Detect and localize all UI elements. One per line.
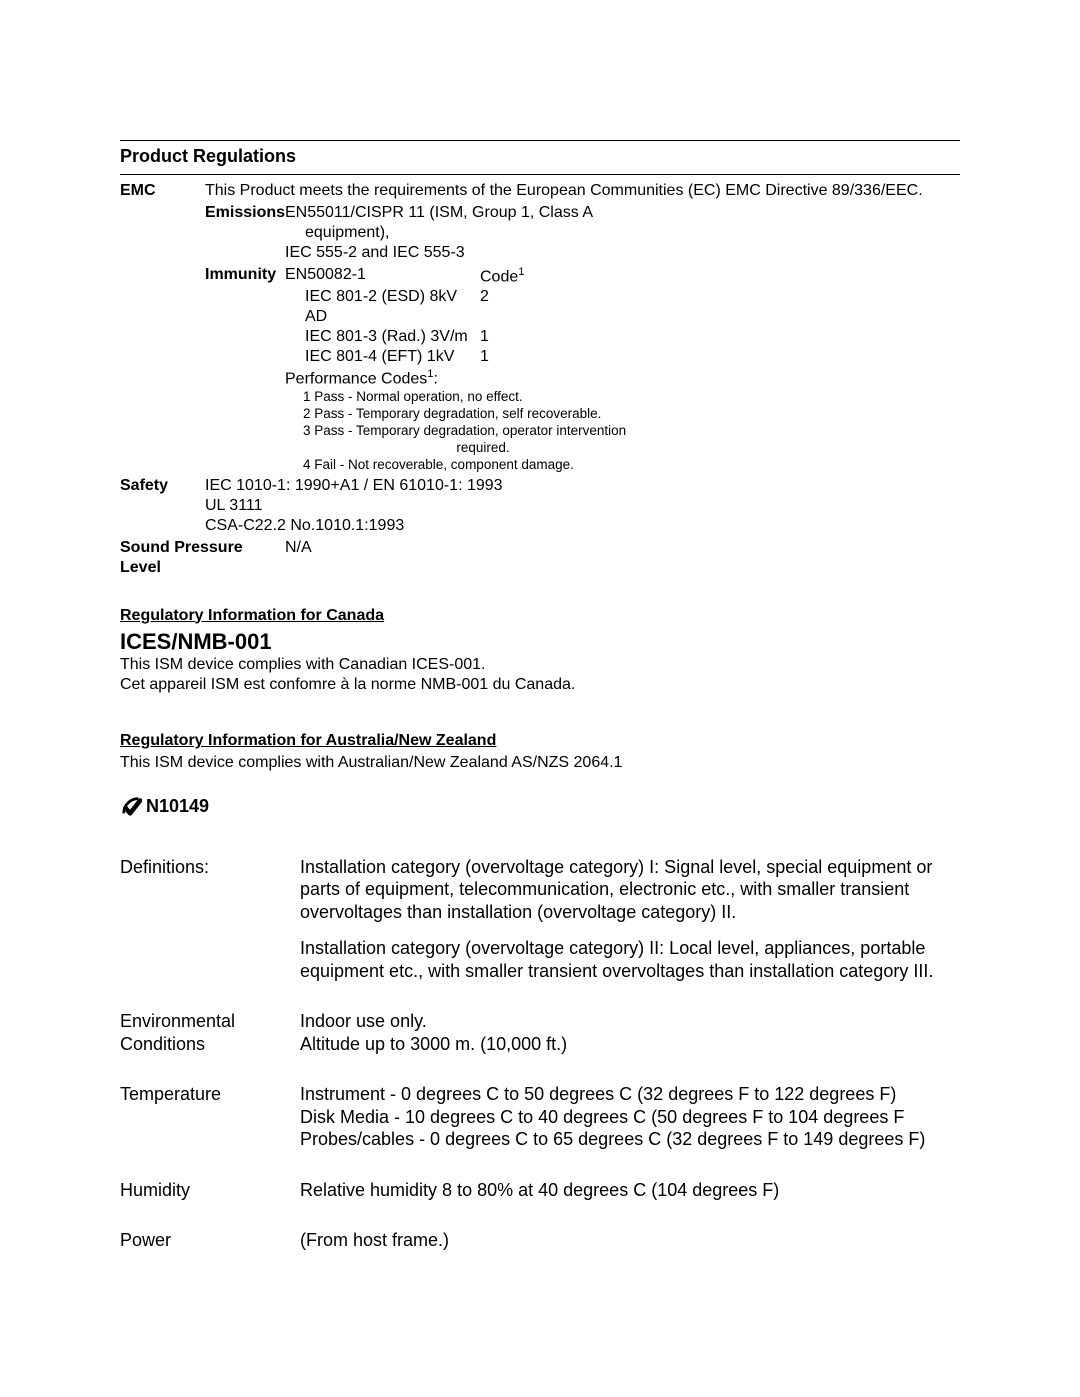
humidity-value: Relative humidity 8 to 80% at 40 degrees… — [300, 1179, 960, 1202]
perf-note: 3 Pass - Temporary degradation, operator… — [303, 423, 663, 440]
immunity-code: 2 — [480, 287, 540, 327]
safety-body: IEC 1010-1: 1990+A1 / EN 61010-1: 1993 U… — [205, 476, 960, 536]
anz-line: This ISM device complies with Australian… — [120, 753, 960, 773]
immunity-code: 1 — [480, 347, 540, 367]
temperature-value: Instrument - 0 degrees C to 50 degrees C… — [300, 1083, 960, 1151]
safety-line: IEC 1010-1: 1990+A1 / EN 61010-1: 1993 — [205, 476, 960, 496]
temperature-row: Temperature Instrument - 0 degrees C to … — [120, 1083, 960, 1151]
immunity-item: IEC 801-2 (ESD) 8kV AD — [285, 287, 480, 327]
power-row: Power (From host frame.) — [120, 1229, 960, 1252]
canada-heading: Regulatory Information for Canada — [120, 606, 960, 626]
perf-note: 1 Pass - Normal operation, no effect. — [303, 389, 663, 406]
environmental-value: Indoor use only. Altitude up to 3000 m. … — [300, 1010, 960, 1055]
immunity-item: IEC 801-3 (Rad.) 3V/m — [285, 327, 480, 347]
emissions-line: EN55011/CISPR 11 (ISM, Group 1, Class A — [285, 203, 960, 223]
performance-notes: 1 Pass - Normal operation, no effect. 2 … — [285, 389, 663, 473]
definitions-value: Installation category (overvoltage categ… — [300, 856, 960, 983]
temp-line: Disk Media - 10 degrees C to 40 degrees … — [300, 1106, 960, 1129]
product-regulations-title: Product Regulations — [120, 145, 960, 168]
perf-note: required. — [303, 440, 663, 457]
emissions-line: IEC 555-2 and IEC 555-3 — [285, 243, 960, 263]
power-value: (From host frame.) — [300, 1229, 960, 1252]
definitions-p2: Installation category (overvoltage categ… — [300, 937, 960, 982]
immunity-item: IEC 801-4 (EFT) 1kV — [285, 347, 480, 367]
immunity-table: EN50082-1 Code1 IEC 801-2 (ESD) 8kV AD 2… — [285, 265, 960, 367]
spec-table: Definitions: Installation category (over… — [120, 856, 960, 1252]
immunity-std: EN50082-1 — [285, 265, 480, 287]
performance-codes-label: Performance Codes1: — [285, 367, 960, 389]
env-line: Altitude up to 3000 m. (10,000 ft.) — [300, 1033, 960, 1056]
immunity-code-header: Code1 — [480, 265, 540, 287]
divider — [120, 174, 960, 175]
definitions-row: Definitions: Installation category (over… — [120, 856, 960, 983]
environmental-label: Environmental Conditions — [120, 1010, 300, 1055]
definitions-label: Definitions: — [120, 856, 300, 983]
sound-pressure-row: Sound Pressure Level N/A — [120, 538, 960, 578]
sound-pressure-label: Sound Pressure Level — [120, 538, 285, 578]
immunity-code: 1 — [480, 327, 540, 347]
emc-row: EMC This Product meets the requirements … — [120, 181, 960, 201]
divider — [120, 140, 960, 141]
immunity-row: Immunity EN50082-1 Code1 IEC 801-2 (ESD)… — [120, 265, 960, 474]
power-label: Power — [120, 1229, 300, 1252]
immunity-label: Immunity — [205, 265, 285, 285]
ctick-row: N10149 — [120, 795, 960, 818]
anz-heading: Regulatory Information for Australia/New… — [120, 731, 960, 751]
temperature-label: Temperature — [120, 1083, 300, 1151]
humidity-label: Humidity — [120, 1179, 300, 1202]
safety-line: UL 3111 — [205, 496, 960, 516]
environmental-row: Environmental Conditions Indoor use only… — [120, 1010, 960, 1055]
ctick-icon — [120, 795, 142, 817]
emissions-label: Emissions — [205, 203, 285, 223]
safety-row: Safety IEC 1010-1: 1990+A1 / EN 61010-1:… — [120, 476, 960, 536]
canada-line: This ISM device complies with Canadian I… — [120, 655, 960, 675]
emissions-text: EN55011/CISPR 11 (ISM, Group 1, Class A … — [285, 203, 960, 263]
immunity-body: EN50082-1 Code1 IEC 801-2 (ESD) 8kV AD 2… — [285, 265, 960, 474]
perf-note: 2 Pass - Temporary degradation, self rec… — [303, 406, 663, 423]
safety-label: Safety — [120, 476, 205, 496]
definitions-p1: Installation category (overvoltage categ… — [300, 856, 960, 924]
page-content: Product Regulations EMC This Product mee… — [0, 0, 1080, 1352]
ctick-number: N10149 — [146, 795, 209, 818]
perf-note: 4 Fail - Not recoverable, component dama… — [303, 457, 663, 474]
emc-label: EMC — [120, 181, 205, 201]
temp-line: Probes/cables - 0 degrees C to 65 degree… — [300, 1128, 960, 1151]
safety-line: CSA-C22.2 No.1010.1:1993 — [205, 516, 960, 536]
emissions-row: Emissions EN55011/CISPR 11 (ISM, Group 1… — [120, 203, 960, 263]
canada-line: Cet appareil ISM est confomre à la norme… — [120, 675, 960, 695]
emissions-line: equipment), — [285, 223, 960, 243]
sound-pressure-value: N/A — [285, 538, 312, 558]
humidity-row: Humidity Relative humidity 8 to 80% at 4… — [120, 1179, 960, 1202]
ices-title: ICES/NMB-001 — [120, 628, 960, 656]
env-line: Indoor use only. — [300, 1010, 960, 1033]
emc-intro: This Product meets the requirements of t… — [205, 181, 960, 201]
temp-line: Instrument - 0 degrees C to 50 degrees C… — [300, 1083, 960, 1106]
